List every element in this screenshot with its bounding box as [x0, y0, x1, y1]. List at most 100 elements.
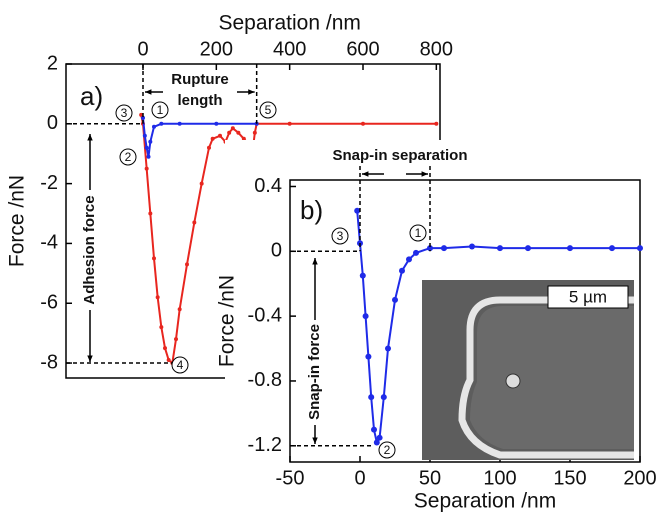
arrow-head — [87, 134, 93, 141]
data-point — [141, 115, 145, 120]
data-point — [152, 124, 156, 129]
scale-label: 5 µm — [569, 287, 607, 306]
data-point — [139, 112, 144, 117]
data-point — [144, 145, 149, 150]
y-tick-label: -2 — [40, 172, 58, 194]
data-point — [177, 121, 182, 126]
marker-label: 3 — [121, 106, 128, 120]
marker-circle — [331, 227, 349, 245]
data-point — [469, 243, 475, 250]
scale-box — [547, 285, 629, 309]
data-point — [218, 133, 222, 138]
arrow-head — [362, 171, 369, 177]
marker-circle — [259, 101, 277, 119]
marker-circle — [409, 224, 427, 242]
marker-circle — [119, 148, 137, 166]
data-point — [359, 272, 366, 279]
data-point — [230, 126, 235, 131]
data-point — [373, 439, 380, 446]
data-point — [252, 130, 257, 135]
data-point — [159, 325, 164, 330]
data-point — [371, 426, 377, 433]
data-point — [159, 121, 164, 126]
inset-body — [470, 306, 634, 449]
data-point — [637, 245, 643, 252]
data-point — [207, 145, 211, 150]
data-point — [185, 262, 189, 267]
x-tick-label: 400 — [273, 38, 306, 60]
x-tick-label: 800 — [420, 38, 453, 60]
marker-label: 3 — [337, 229, 344, 243]
annotation: Snap-in separation — [332, 147, 467, 164]
data-point — [361, 121, 365, 126]
data-point — [199, 181, 204, 186]
annotation: Adhesion force — [81, 195, 98, 304]
data-point — [236, 130, 241, 135]
data-point — [146, 154, 151, 159]
x-tick-label: -50 — [276, 467, 305, 489]
marker-label: 1 — [157, 103, 164, 117]
annotation: Snap-in force — [306, 324, 323, 420]
data-point — [441, 245, 447, 252]
annotation: Rupture — [171, 71, 229, 88]
y-axis-label: Force /nN — [6, 175, 29, 267]
arrow-head — [248, 89, 255, 95]
data-point — [427, 245, 433, 252]
marker-circle — [378, 441, 396, 459]
arrow-head — [312, 437, 318, 444]
data-point — [148, 139, 153, 144]
y-tick-label: 0 — [47, 112, 58, 134]
x-tick-label: 200 — [623, 467, 656, 489]
label-bg — [163, 70, 237, 112]
arrow-head — [87, 355, 93, 362]
inset-particle — [505, 373, 521, 389]
data-line — [142, 117, 257, 157]
data-point — [525, 245, 531, 252]
x-tick-label: 150 — [553, 467, 586, 489]
data-point — [399, 267, 405, 274]
x-tick-label: 0 — [354, 467, 365, 489]
data-point — [210, 136, 215, 141]
data-point — [144, 166, 149, 171]
marker-circle — [115, 104, 133, 122]
data-point — [362, 313, 369, 320]
y-tick-label: 0 — [271, 240, 282, 262]
x-tick-label: 50 — [419, 467, 441, 489]
x-tick-label: 100 — [483, 467, 516, 489]
data-point — [392, 296, 398, 303]
data-point — [406, 256, 412, 263]
arrow-head — [312, 258, 318, 265]
y-tick-label: -4 — [40, 232, 58, 254]
x-tick-label: 200 — [200, 38, 233, 60]
y-tick-label: -0.8 — [248, 369, 282, 391]
data-point — [214, 121, 219, 126]
arrow-head — [421, 171, 428, 177]
y-tick-label: 0.4 — [254, 175, 282, 197]
data-point — [287, 121, 292, 126]
marker-circle — [151, 101, 169, 119]
data-point — [497, 245, 503, 252]
data-point — [163, 346, 167, 351]
data-point — [609, 245, 615, 252]
marker-circle — [171, 356, 189, 374]
data-point — [385, 345, 391, 352]
panel-label: a) — [80, 81, 103, 111]
y-tick-label: -6 — [40, 292, 58, 314]
marker-label: 2 — [125, 150, 132, 164]
x-tick-label: 0 — [137, 38, 148, 60]
data-point — [368, 394, 375, 401]
marker-label: 2 — [384, 443, 391, 457]
marker-label: 4 — [177, 358, 184, 372]
marker-label: 5 — [265, 103, 272, 117]
data-point — [166, 358, 171, 363]
data-point — [376, 434, 383, 441]
data-point — [155, 295, 160, 300]
data-point — [365, 353, 372, 360]
y-axis-label: Force /nN — [216, 275, 239, 367]
x-tick-label: 600 — [346, 38, 379, 60]
y-tick-label: -0.4 — [248, 304, 282, 326]
data-point — [241, 136, 246, 141]
panel-label: b) — [300, 195, 323, 225]
y-tick-label: -1.2 — [248, 434, 282, 456]
